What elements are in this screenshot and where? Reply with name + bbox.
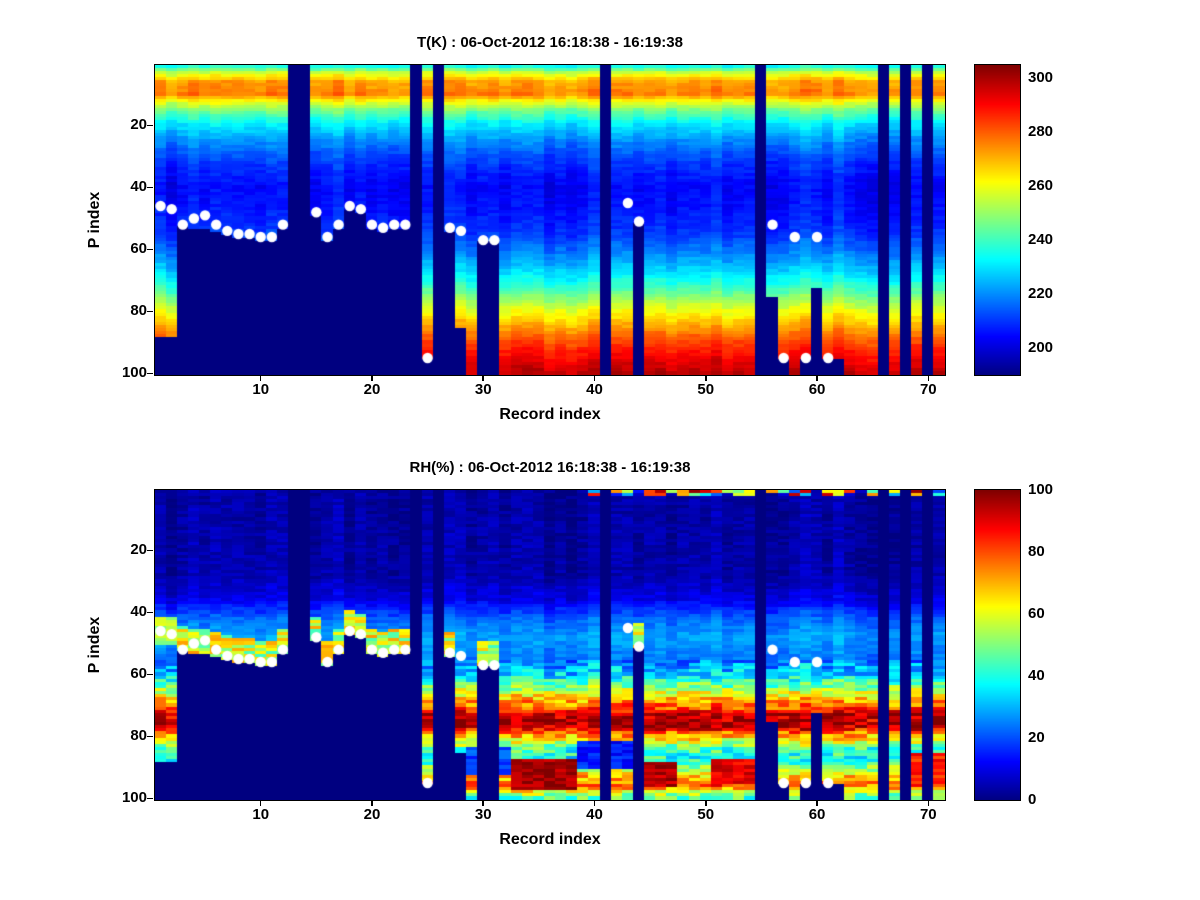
x-tick-label: 50: [697, 806, 715, 823]
y-tick-label: 40: [130, 178, 147, 196]
x-tick-label: 30: [474, 806, 492, 823]
temperature-colorbar-frame: [974, 64, 1021, 376]
y-tick-mark: [147, 124, 153, 127]
y-tick-label: 20: [130, 116, 147, 134]
y-tick-mark: [147, 673, 153, 676]
colorbar-tick-label: 200: [1028, 339, 1054, 357]
humidity-colorbar-frame: [974, 489, 1021, 801]
colorbar-tick-label: 240: [1028, 231, 1054, 249]
y-tick-label: 100: [121, 789, 147, 807]
x-tick-label: 60: [808, 381, 826, 398]
y-tick-mark: [147, 372, 153, 375]
x-tick-label: 40: [586, 381, 603, 398]
y-tick-label: 60: [130, 240, 147, 258]
temperature-heatmap-canvas: [155, 65, 945, 375]
temperature-panel: T(K) : 06-Oct-2012 16:18:38 - 16:19:38 P…: [86, 34, 1054, 423]
y-tick-mark: [147, 797, 153, 800]
colorbar-tick-label: 280: [1028, 123, 1054, 141]
x-tick-label: 10: [252, 381, 270, 398]
humidity-x-axis-label: Record index: [499, 831, 601, 848]
temperature-x-axis-label: Record index: [499, 406, 601, 423]
x-tick-mark: [705, 800, 707, 806]
y-tick-label: 80: [130, 727, 147, 745]
x-tick-mark: [816, 375, 818, 381]
colorbar-tick-label: 100: [1028, 481, 1054, 498]
humidity-plot-title: RH(%) : 06-Oct-2012 16:18:38 - 16:19:38: [409, 459, 691, 476]
x-tick-label: 60: [808, 806, 826, 823]
y-tick-label: 40: [130, 603, 147, 621]
x-tick-mark: [482, 375, 484, 381]
humidity-panel: RH(%) : 06-Oct-2012 16:18:38 - 16:19:38 …: [0, 425, 1200, 900]
temperature-plot-title: T(K) : 06-Oct-2012 16:18:38 - 16:19:38: [417, 34, 683, 51]
x-tick-label: 20: [363, 381, 381, 398]
humidity-colorbar-canvas: [975, 490, 1020, 800]
colorbar-tick-label: 20: [1028, 729, 1045, 746]
y-tick-mark: [147, 248, 153, 251]
y-tick-mark: [147, 549, 153, 552]
y-tick-label: 20: [130, 541, 147, 559]
x-tick-mark: [259, 800, 262, 806]
x-tick-mark: [705, 375, 707, 381]
y-tick-label: 60: [130, 665, 147, 683]
y-tick-mark: [147, 310, 153, 313]
x-tick-mark: [593, 800, 596, 806]
x-tick-mark: [482, 800, 484, 806]
x-tick-label: 20: [363, 806, 381, 823]
colorbar-tick-label: 300: [1028, 69, 1054, 87]
colorbar-tick-label: 40: [1028, 667, 1045, 684]
colorbar-tick-label: 220: [1028, 285, 1054, 303]
y-tick-label: 80: [130, 302, 147, 320]
x-tick-label: 70: [919, 381, 937, 398]
temperature-heatmap-frame: [154, 64, 946, 376]
x-tick-mark: [371, 375, 373, 381]
x-tick-mark: [927, 800, 930, 806]
humidity-heatmap-canvas: [155, 490, 945, 800]
humidity-heatmap-frame: [154, 489, 946, 801]
colorbar-tick-label: 260: [1028, 177, 1054, 195]
colorbar-tick-label: 60: [1028, 605, 1045, 622]
colorbar-tick-label: 80: [1028, 543, 1045, 560]
colorbar-tick-label: 0: [1028, 791, 1037, 808]
y-tick-label: 100: [121, 364, 147, 382]
x-tick-label: 70: [919, 806, 937, 823]
x-tick-mark: [371, 800, 373, 806]
y-tick-mark: [147, 735, 153, 738]
x-tick-mark: [259, 375, 262, 381]
x-tick-mark: [816, 800, 818, 806]
x-tick-mark: [927, 375, 930, 381]
x-tick-label: 40: [586, 806, 603, 823]
x-tick-label: 30: [474, 381, 492, 398]
x-tick-label: 10: [252, 806, 270, 823]
x-tick-mark: [593, 375, 596, 381]
x-tick-label: 50: [697, 381, 715, 398]
y-tick-mark: [147, 611, 153, 614]
temperature-colorbar-canvas: [975, 65, 1020, 375]
y-tick-mark: [147, 186, 153, 189]
